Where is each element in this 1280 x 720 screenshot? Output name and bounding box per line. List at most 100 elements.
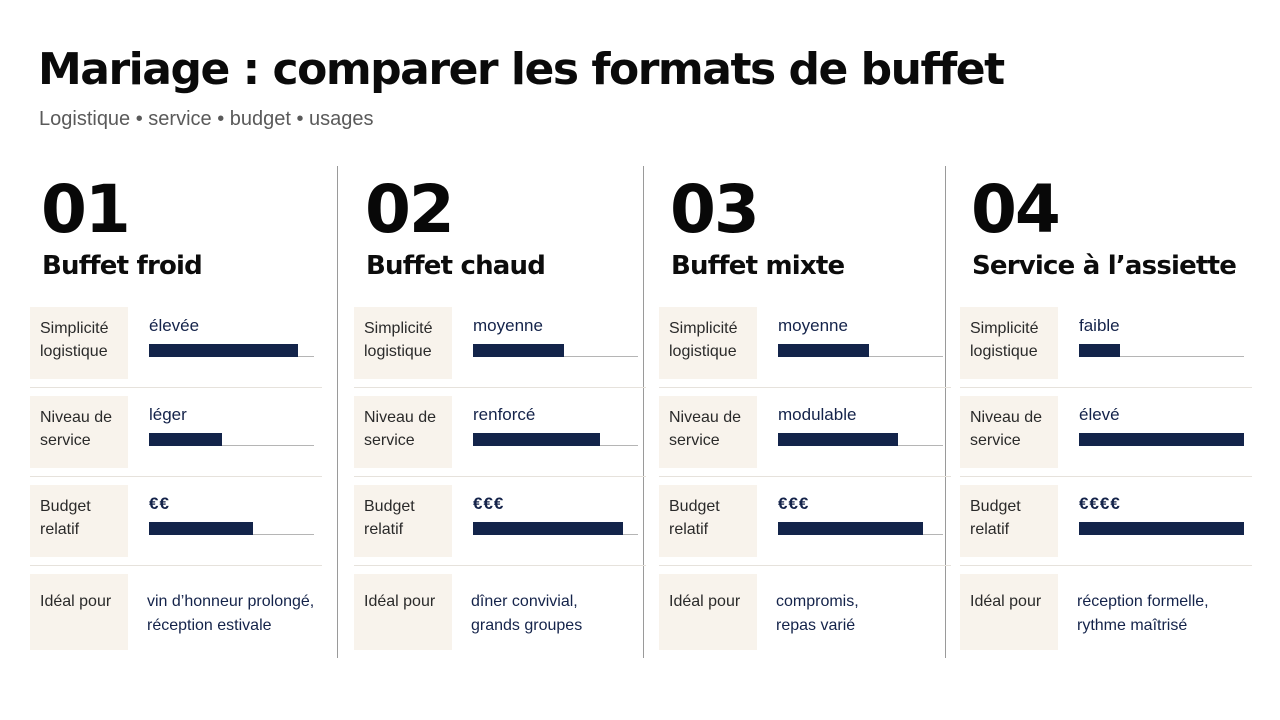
row-label-line: Niveau de <box>364 409 437 426</box>
row-separator <box>659 565 951 566</box>
row-ideal-pour: Idéal pour compromis, repas varié <box>659 574 951 650</box>
ideal-usage-line: rythme maîtrisé <box>1077 617 1188 634</box>
metric-value: modulable <box>778 405 857 424</box>
row-label: Simplicité logistique <box>669 317 759 363</box>
metric-value: élevé <box>1079 405 1120 424</box>
row-ideal-pour: Idéal pour réception formelle, rythme maît… <box>960 574 1252 650</box>
ideal-usage-line: vin d’honneur prolongé, <box>147 593 315 610</box>
metric-value: élevée <box>149 316 200 335</box>
level-bar-track <box>1079 522 1244 535</box>
format-name: Buffet mixte <box>671 251 845 281</box>
row-label: Simplicité logistique <box>364 317 454 363</box>
level-bar-track <box>473 522 638 535</box>
row-label-line: logistique <box>40 343 108 360</box>
column-divider <box>643 166 644 658</box>
level-bar-fill <box>778 433 898 446</box>
page-subtitle: Logistique • service • budget • usages <box>39 108 374 130</box>
row-label-cell: Idéal pour <box>30 574 128 650</box>
row-label-cell: Niveau de service <box>960 396 1058 468</box>
row-ideal-pour: Idéal pour vin d’honneur prolongé, récepti… <box>30 574 322 650</box>
format-number: 04 <box>971 171 1061 248</box>
row-label-line: Niveau de <box>40 409 113 426</box>
row-label-cell: Niveau de service <box>354 396 452 468</box>
metric-value: €€€ <box>778 494 810 513</box>
row-label-cell: Simplicité logistique <box>960 307 1058 379</box>
level-bar-track <box>1079 344 1244 357</box>
row-label-line: logistique <box>669 343 737 360</box>
row-label-line: Simplicité <box>40 320 109 337</box>
row-separator <box>659 476 951 477</box>
row-budget-relatif: Budget relatif €€€ <box>354 485 646 557</box>
row-separator <box>960 565 1252 566</box>
page-title: Mariage : comparer les formats de buffet <box>38 44 1005 95</box>
format-column-03: 03 Buffet mixte Simplicité logistique moyenn… <box>659 0 962 720</box>
row-label-cell: Simplicité logistique <box>659 307 757 379</box>
row-label: Simplicité logistique <box>40 317 130 363</box>
format-name: Buffet chaud <box>366 251 546 281</box>
metric-value: €€€ <box>473 494 505 513</box>
row-label: Idéal pour <box>364 593 436 610</box>
row-label-cell: Simplicité logistique <box>354 307 452 379</box>
ideal-usage-line: grands groupes <box>471 617 583 634</box>
metric-value: moyenne <box>778 316 848 335</box>
row-label-line: service <box>40 432 91 449</box>
row-separator <box>659 387 951 388</box>
row-label-line: Budget <box>40 498 91 515</box>
level-bar-fill <box>149 433 222 446</box>
row-separator <box>30 565 322 566</box>
row-label: Niveau de service <box>364 406 454 452</box>
row-niveau-de-service: Niveau de service élevé <box>960 396 1252 468</box>
format-column-04: 04 Service à l’assiette Simplicité logistiq… <box>960 0 1263 720</box>
row-label: Niveau de service <box>970 406 1060 452</box>
level-bar-fill <box>473 522 623 535</box>
row-label-cell: Budget relatif <box>354 485 452 557</box>
row-label: Niveau de service <box>669 406 759 452</box>
ideal-usage: vin d’honneur prolongé, réception estival… <box>147 590 322 638</box>
metric-value: renforcé <box>473 405 536 424</box>
ideal-usage-line: repas varié <box>776 617 856 634</box>
column-divider <box>945 166 946 658</box>
level-bar-track <box>778 522 943 535</box>
format-number: 01 <box>41 171 131 248</box>
row-label-line: Simplicité <box>970 320 1039 337</box>
row-budget-relatif: Budget relatif €€€€ <box>960 485 1252 557</box>
row-label-cell: Budget relatif <box>30 485 128 557</box>
row-label: Budget relatif <box>40 495 130 541</box>
ideal-usage-line: compromis, <box>776 593 859 610</box>
row-label-cell: Idéal pour <box>960 574 1058 650</box>
format-column-01: 01 Buffet froid Simplicité logistique élevée… <box>30 0 333 720</box>
format-number: 03 <box>670 171 760 248</box>
row-label-cell: Simplicité logistique <box>30 307 128 379</box>
row-label-line: Budget <box>669 498 720 515</box>
ideal-usage: dîner convivial, grands groupes <box>471 590 646 638</box>
row-separator <box>354 387 646 388</box>
format-number: 02 <box>365 171 455 248</box>
level-bar-track <box>149 433 314 446</box>
row-label-line: relatif <box>40 521 80 538</box>
metric-value: léger <box>149 405 187 424</box>
row-label: Budget relatif <box>669 495 759 541</box>
metric-value: €€ <box>149 494 170 513</box>
row-label: Idéal pour <box>40 593 112 610</box>
level-bar-fill <box>778 344 869 357</box>
level-bar-fill <box>473 433 600 446</box>
row-label-line: service <box>669 432 720 449</box>
row-simplicite-logistique: Simplicité logistique faible <box>960 307 1252 379</box>
level-bar-track <box>149 344 314 357</box>
ideal-usage-line: dîner convivial, <box>471 593 578 610</box>
level-bar-fill <box>1079 344 1120 357</box>
row-separator <box>30 387 322 388</box>
row-separator <box>354 565 646 566</box>
level-bar-fill <box>473 344 564 357</box>
row-separator <box>30 476 322 477</box>
row-label-cell: Budget relatif <box>960 485 1058 557</box>
ideal-usage: réception formelle, rythme maîtrisé <box>1077 590 1252 638</box>
ideal-usage-line: réception estivale <box>147 617 272 634</box>
row-label-cell: Idéal pour <box>659 574 757 650</box>
row-label-line: Simplicité <box>364 320 433 337</box>
row-budget-relatif: Budget relatif €€ <box>30 485 322 557</box>
format-name: Service à l’assiette <box>972 251 1237 281</box>
ideal-usage-line: réception formelle, <box>1077 593 1209 610</box>
row-label-line: service <box>970 432 1021 449</box>
row-label-line: service <box>364 432 415 449</box>
